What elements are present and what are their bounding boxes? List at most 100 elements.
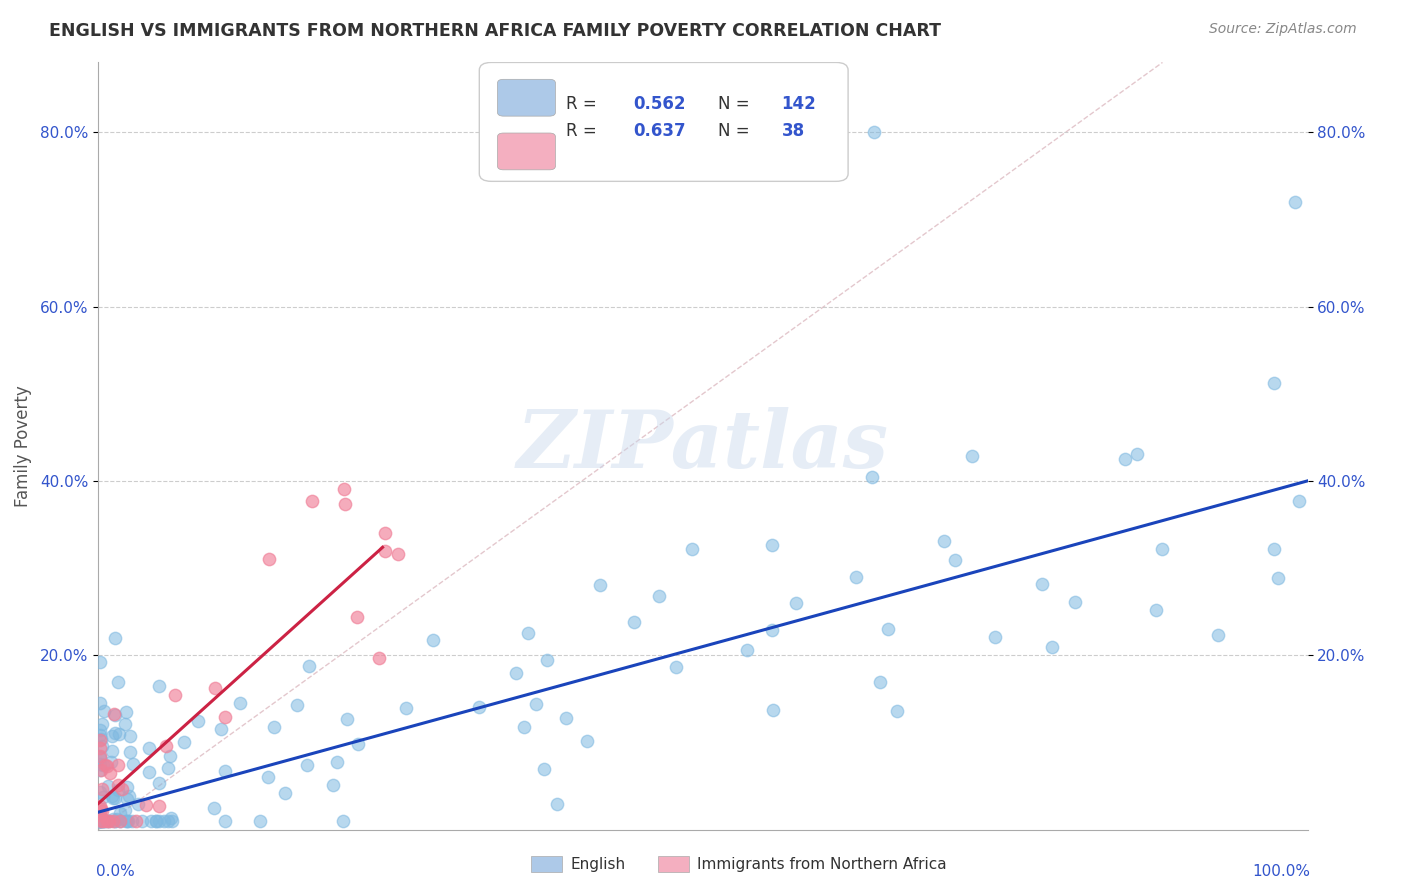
- Point: [387, 547, 409, 561]
- Y-axis label: Family Poverty: Family Poverty: [14, 385, 32, 507]
- Point: [202, 801, 225, 815]
- Text: N =: N =: [717, 95, 755, 112]
- Point: [533, 762, 555, 776]
- Point: [204, 681, 226, 696]
- Text: 0.562: 0.562: [633, 95, 685, 112]
- Point: [121, 756, 143, 771]
- Point: [104, 726, 127, 740]
- Point: [1206, 628, 1229, 642]
- Point: [90, 717, 112, 731]
- Point: [1064, 595, 1087, 609]
- Point: [89, 814, 111, 828]
- Point: [90, 814, 112, 828]
- Point: [1144, 602, 1167, 616]
- Point: [301, 494, 323, 508]
- Point: [101, 812, 124, 826]
- Point: [107, 758, 129, 772]
- Point: [332, 482, 354, 496]
- Text: 100.0%: 100.0%: [1251, 864, 1310, 880]
- Point: [90, 814, 112, 828]
- Point: [505, 666, 527, 681]
- Point: [336, 712, 359, 726]
- FancyBboxPatch shape: [479, 62, 848, 181]
- Point: [333, 497, 356, 511]
- Point: [845, 570, 868, 584]
- Point: [214, 710, 236, 724]
- Point: [863, 125, 886, 139]
- Point: [89, 751, 111, 765]
- Point: [89, 757, 111, 772]
- Point: [761, 623, 783, 637]
- Text: 0.0%: 0.0%: [96, 864, 135, 880]
- Point: [156, 814, 179, 828]
- Point: [104, 791, 127, 805]
- Text: Immigrants from Northern Africa: Immigrants from Northern Africa: [697, 857, 948, 871]
- Point: [347, 737, 370, 751]
- Point: [374, 543, 396, 558]
- Point: [368, 651, 391, 665]
- Point: [101, 814, 124, 828]
- Point: [869, 675, 891, 690]
- Point: [346, 609, 368, 624]
- Point: [104, 632, 127, 646]
- Point: [91, 814, 114, 828]
- Point: [517, 625, 540, 640]
- Point: [101, 744, 124, 758]
- Point: [90, 805, 112, 819]
- Point: [117, 814, 139, 828]
- Point: [555, 711, 578, 725]
- Point: [576, 733, 599, 747]
- Point: [1263, 376, 1285, 391]
- Point: [93, 758, 115, 772]
- Point: [107, 675, 129, 690]
- Point: [145, 814, 167, 828]
- Point: [761, 538, 783, 552]
- Point: [422, 633, 444, 648]
- Text: English: English: [571, 857, 626, 871]
- Point: [623, 615, 645, 630]
- Point: [1126, 447, 1149, 461]
- Point: [274, 786, 297, 800]
- Point: [90, 802, 112, 816]
- Point: [108, 806, 131, 821]
- Point: [148, 798, 170, 813]
- Text: ZIPatlas: ZIPatlas: [517, 408, 889, 484]
- Point: [1150, 541, 1173, 556]
- Point: [114, 706, 136, 720]
- Point: [257, 552, 280, 566]
- Point: [114, 717, 136, 731]
- Point: [135, 797, 157, 812]
- Text: ENGLISH VS IMMIGRANTS FROM NORTHERN AFRICA FAMILY POVERTY CORRELATION CHART: ENGLISH VS IMMIGRANTS FROM NORTHERN AFRI…: [49, 22, 941, 40]
- Point: [877, 623, 900, 637]
- Point: [98, 814, 121, 828]
- Point: [124, 814, 146, 828]
- Text: R =: R =: [567, 121, 602, 139]
- Point: [148, 679, 170, 693]
- Point: [107, 779, 129, 793]
- Point: [263, 720, 285, 734]
- Point: [295, 758, 318, 772]
- Point: [395, 701, 418, 715]
- Point: [89, 763, 111, 777]
- Point: [932, 533, 955, 548]
- Point: [90, 814, 112, 828]
- Point: [103, 706, 125, 721]
- Point: [332, 814, 354, 828]
- Point: [89, 750, 111, 764]
- Point: [89, 799, 111, 814]
- Point: [91, 814, 114, 828]
- Point: [89, 814, 111, 828]
- Point: [101, 730, 124, 744]
- Point: [96, 814, 118, 828]
- Text: 38: 38: [782, 121, 804, 139]
- Point: [111, 781, 134, 796]
- Point: [115, 780, 138, 794]
- Point: [107, 727, 129, 741]
- Point: [93, 812, 115, 826]
- Point: [90, 739, 112, 754]
- Point: [104, 814, 127, 828]
- Point: [115, 814, 138, 828]
- Point: [157, 761, 180, 775]
- Point: [287, 698, 309, 712]
- Point: [108, 814, 131, 828]
